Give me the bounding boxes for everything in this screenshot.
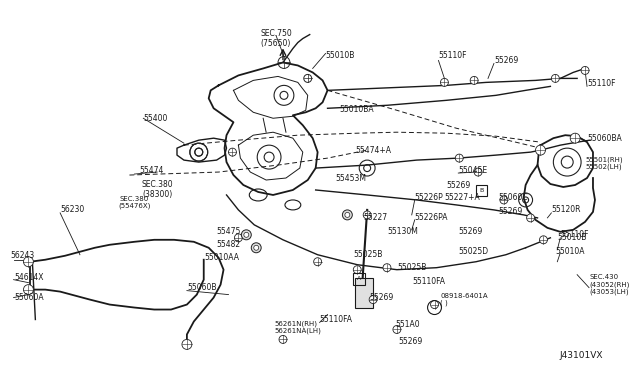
Text: 56230: 56230	[60, 205, 84, 214]
Circle shape	[314, 258, 321, 266]
Text: 55501(RH)
55502(LH): 55501(RH) 55502(LH)	[585, 156, 623, 170]
Circle shape	[431, 301, 438, 308]
Text: 55060C: 55060C	[498, 193, 527, 202]
Circle shape	[244, 232, 249, 237]
Circle shape	[440, 78, 449, 86]
Text: 55227: 55227	[363, 214, 387, 222]
Bar	[476, 185, 487, 196]
Text: 55110FA: 55110FA	[319, 315, 353, 324]
Text: 55269: 55269	[498, 208, 522, 217]
Text: 55025B: 55025B	[353, 250, 383, 259]
Circle shape	[252, 243, 261, 253]
Circle shape	[228, 148, 236, 156]
Text: B: B	[479, 189, 483, 193]
Circle shape	[253, 245, 259, 250]
Text: 55060A: 55060A	[15, 293, 44, 302]
Circle shape	[241, 230, 252, 240]
Circle shape	[383, 264, 391, 272]
Circle shape	[500, 196, 508, 204]
Text: SEC.380
(38300): SEC.380 (38300)	[141, 180, 173, 199]
Text: 55226P: 55226P	[415, 193, 444, 202]
Bar	[355, 278, 373, 308]
Text: N: N	[433, 305, 436, 310]
Circle shape	[527, 214, 534, 222]
Circle shape	[540, 236, 547, 244]
Text: 54614X: 54614X	[15, 273, 44, 282]
Text: 55025D: 55025D	[458, 247, 488, 256]
Circle shape	[363, 211, 371, 219]
Circle shape	[369, 296, 377, 304]
Circle shape	[279, 336, 287, 343]
Text: 55227+A: 55227+A	[444, 193, 480, 202]
Text: 55060BA: 55060BA	[587, 134, 622, 143]
Circle shape	[393, 326, 401, 333]
Text: 55010AA: 55010AA	[205, 253, 240, 262]
Text: 55110F: 55110F	[560, 230, 589, 239]
Circle shape	[455, 154, 463, 162]
Circle shape	[536, 145, 545, 155]
Text: 55269: 55269	[494, 56, 518, 65]
Text: 55025B: 55025B	[397, 263, 426, 272]
Circle shape	[24, 257, 33, 267]
Text: J43101VX: J43101VX	[559, 351, 603, 360]
Bar	[353, 273, 365, 285]
Circle shape	[24, 285, 33, 295]
Text: 56261N(RH)
56261NA(LH): 56261N(RH) 56261NA(LH)	[274, 320, 321, 334]
Text: 55110F: 55110F	[587, 79, 616, 88]
Text: 08918-6401A
( ): 08918-6401A ( )	[440, 293, 488, 306]
Text: 55010BA: 55010BA	[339, 105, 374, 114]
Text: 55269: 55269	[458, 227, 483, 236]
Text: 55010B: 55010B	[326, 51, 355, 60]
Text: 55060B: 55060B	[187, 283, 216, 292]
Text: 55482: 55482	[216, 240, 241, 249]
Text: 55110F: 55110F	[438, 51, 467, 60]
Text: 55010A: 55010A	[556, 247, 585, 256]
Circle shape	[353, 266, 361, 274]
Circle shape	[470, 76, 478, 84]
Text: 55474+A: 55474+A	[355, 145, 391, 155]
Text: 55110FA: 55110FA	[413, 277, 445, 286]
Circle shape	[345, 212, 350, 217]
Text: SEC.750
(75650): SEC.750 (75650)	[260, 29, 292, 48]
Text: 55474: 55474	[140, 166, 164, 174]
Text: 55120R: 55120R	[552, 205, 581, 214]
Text: 55045E: 55045E	[458, 166, 488, 174]
Text: 55453M: 55453M	[335, 173, 367, 183]
Circle shape	[234, 234, 243, 242]
Text: 55269: 55269	[399, 337, 423, 346]
Circle shape	[581, 67, 589, 74]
Text: 55269: 55269	[446, 180, 470, 189]
Text: 551A0: 551A0	[395, 320, 419, 329]
Text: SEC.430
(43052(RH)
(43053(LH): SEC.430 (43052(RH) (43053(LH)	[589, 274, 629, 295]
Circle shape	[570, 133, 580, 143]
Text: 55130M: 55130M	[387, 227, 418, 236]
Text: 55269: 55269	[369, 293, 394, 302]
Circle shape	[474, 168, 482, 176]
Text: A: A	[357, 276, 362, 281]
Text: 55400: 55400	[143, 114, 168, 123]
Text: SEC.380
(55476X): SEC.380 (55476X)	[118, 196, 150, 209]
Circle shape	[342, 210, 352, 220]
Text: 55226PA: 55226PA	[415, 214, 448, 222]
Circle shape	[182, 339, 192, 349]
Text: 55475: 55475	[216, 227, 241, 236]
Circle shape	[552, 74, 559, 82]
Text: 56243: 56243	[11, 251, 35, 260]
Text: 55010B: 55010B	[557, 233, 587, 242]
